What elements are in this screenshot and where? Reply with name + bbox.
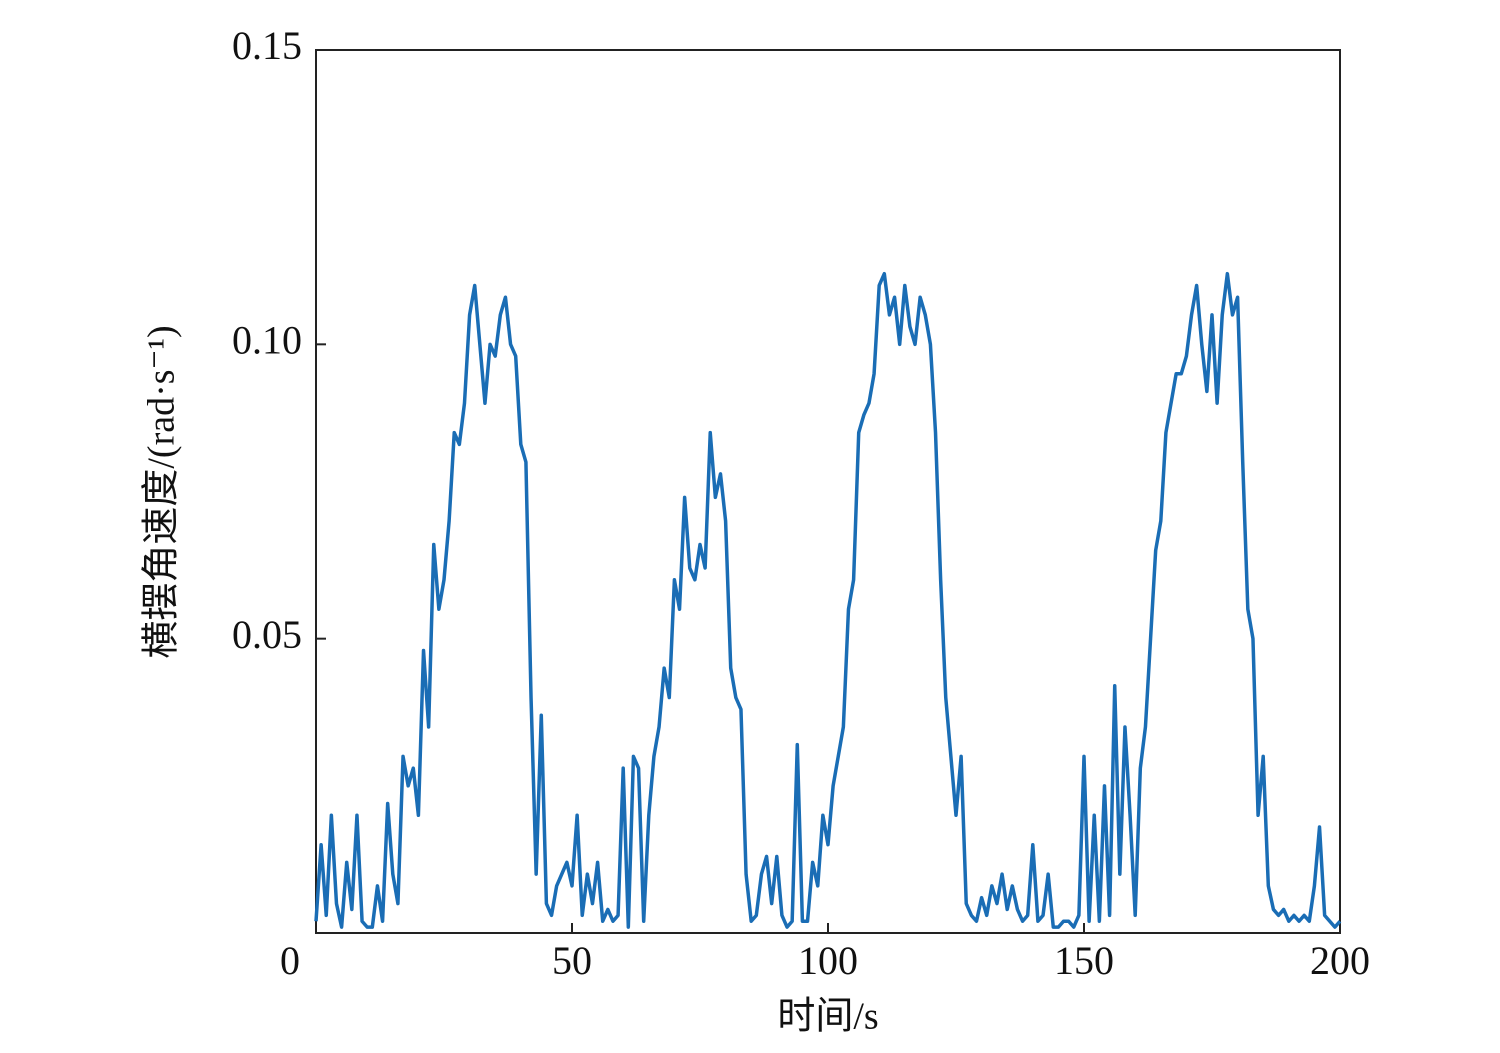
y-tick-label: 0.10: [232, 318, 302, 363]
x-tick-label: 150: [1054, 938, 1114, 983]
plot-frame: [315, 49, 1341, 934]
x-tick-label: 100: [798, 938, 858, 983]
y-axis-label: 横摆角速度/(rad·s⁻¹): [141, 325, 183, 658]
x-tick-label: 200: [1310, 938, 1370, 983]
x-tick-label: 0: [280, 938, 300, 983]
x-tick-label: 50: [552, 938, 592, 983]
data-line: [314, 271, 1342, 929]
x-axis-label: 时间/s: [777, 996, 878, 1038]
y-tick-label: 0.15: [232, 23, 302, 68]
y-tick-label: 0.05: [232, 612, 302, 657]
